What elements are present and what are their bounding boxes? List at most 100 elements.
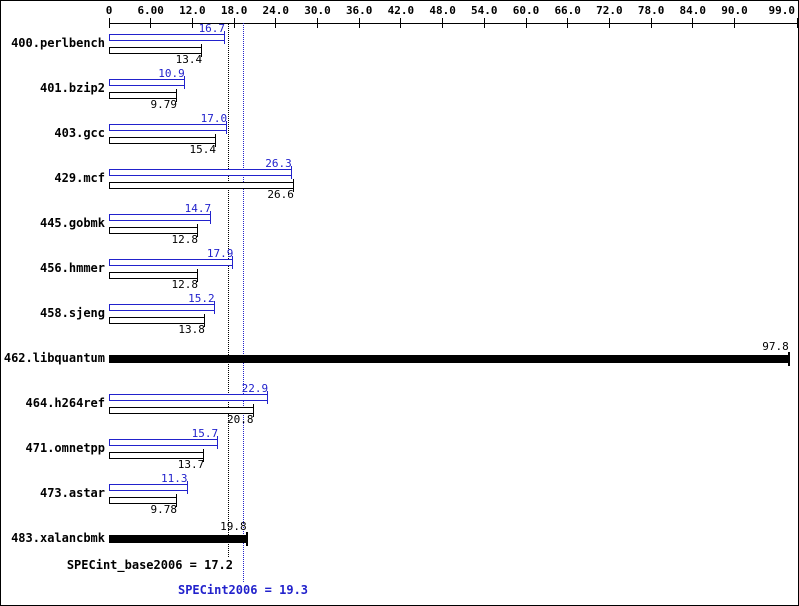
x-axis-tick-label: 6.00 (137, 4, 164, 17)
x-axis-tick-label: 18.0 (220, 4, 248, 17)
x-axis-tick-label: 84.0 (679, 4, 707, 17)
x-axis-tick (317, 18, 318, 28)
x-axis-line (109, 23, 798, 24)
base-value-label: 9.78 (150, 503, 177, 516)
peak-value-label: 14.7 (184, 202, 212, 215)
peak-value-label: 26.3 (265, 157, 292, 170)
reference-line (242, 23, 244, 582)
peak-bar-end-tick (224, 31, 226, 44)
peak-bar (109, 124, 228, 131)
peak-bar-end-tick (290, 166, 292, 179)
peak-value-label: 17.0 (200, 112, 228, 125)
peak-value-label: 17.9 (206, 247, 234, 260)
peak-bar-end-tick (267, 391, 269, 404)
benchmark-label: 400.perlbench (11, 36, 105, 50)
x-axis-tick-label: 78.0 (637, 4, 665, 17)
x-axis-tick (483, 18, 485, 28)
x-axis-tick-label: 66.0 (554, 4, 581, 17)
base-bar-end-tick (203, 449, 205, 462)
x-axis-tick (650, 18, 652, 28)
benchmark-label: 464.h264ref (25, 396, 105, 410)
peak-value-label: 15.7 (191, 427, 219, 440)
benchmark-label: 462.libquantum (3, 351, 105, 365)
peak-bar (109, 34, 226, 41)
reference-line (228, 23, 230, 557)
x-axis-tick (400, 18, 402, 28)
x-axis-tick-label: 36.0 (345, 4, 373, 17)
base-bar-end-tick (175, 494, 177, 507)
benchmark-label: 445.gobmk (39, 216, 105, 230)
x-axis-tick-label: 30.0 (304, 4, 331, 17)
base-bar-end-tick (176, 89, 178, 102)
x-axis-tick (608, 18, 610, 28)
base-value-label: 12.8 (171, 278, 198, 291)
peak-value-label: 15.2 (188, 292, 215, 305)
peak-bar-end-tick (226, 121, 228, 134)
x-axis-tick-label: 0 (105, 4, 113, 17)
peak-value-label: 11.3 (161, 472, 188, 485)
peak-summary-label: SPECint2006 = 19.3 (177, 583, 309, 597)
benchmark-label: 429.mcf (54, 171, 105, 185)
peak-bar-end-tick (213, 301, 215, 314)
peak-bar-end-tick (232, 256, 234, 269)
base-value-label: 9.79 (150, 98, 178, 111)
result-bar-single (109, 535, 247, 543)
peak-bar (109, 304, 215, 311)
x-axis-tick (525, 18, 527, 28)
x-axis-tick (150, 18, 152, 28)
base-bar-end-tick (201, 44, 203, 57)
x-axis-tick-label: 24.0 (262, 4, 290, 17)
base-value-label: 15.4 (189, 143, 217, 156)
peak-bar (109, 214, 212, 221)
x-axis-tick (358, 18, 360, 28)
benchmark-label: 473.astar (39, 486, 105, 500)
x-axis-tick-label: 48.0 (429, 4, 456, 17)
result-value-label: 19.8 (220, 520, 247, 533)
x-axis-tick-label: 60.0 (512, 4, 540, 17)
x-axis-tick (191, 18, 193, 28)
peak-bar-end-tick (183, 76, 185, 89)
benchmark-label: 401.bzip2 (39, 81, 105, 95)
x-axis-tick (275, 18, 277, 28)
base-bar-end-tick (292, 179, 294, 192)
x-axis-tick (233, 18, 235, 28)
x-axis-tick-label: 90.0 (721, 4, 748, 17)
benchmark-label: 471.omnetpp (25, 441, 105, 455)
base-value-label: 26.6 (267, 188, 294, 201)
peak-bar-end-tick (217, 436, 219, 449)
x-axis-tick (796, 18, 798, 28)
benchmark-label: 483.xalancbmk (11, 531, 105, 545)
x-axis-tick (108, 18, 110, 28)
base-value-label: 13.8 (178, 323, 205, 336)
x-axis-tick-label: 54.0 (471, 4, 498, 17)
peak-bar-end-tick (210, 211, 212, 224)
benchmark-label: 403.gcc (54, 126, 105, 140)
peak-value-label: 16.7 (198, 22, 226, 35)
bar-end-tick (787, 352, 790, 366)
peak-bar (109, 394, 269, 401)
base-summary-label: SPECint_base2006 = 17.2 (66, 558, 233, 572)
base-bar-end-tick (215, 134, 217, 147)
result-bar-single (109, 355, 789, 363)
benchmark-label: 458.sjeng (39, 306, 105, 320)
base-bar (109, 182, 294, 189)
x-axis-tick-label: 72.0 (596, 4, 623, 17)
bar-end-tick (245, 532, 248, 546)
result-value-label: 97.8 (762, 340, 789, 353)
peak-bar-end-tick (186, 481, 188, 494)
peak-value-label: 10.9 (158, 67, 185, 80)
benchmark-label: 456.hmmer (39, 261, 105, 275)
x-axis-tick-label: 99.0 (768, 4, 796, 17)
x-axis-tick (692, 18, 694, 28)
peak-bar (109, 79, 185, 86)
base-value-label: 13.7 (177, 458, 205, 471)
base-bar-end-tick (203, 314, 205, 327)
x-axis-tick (734, 18, 735, 28)
base-bar-end-tick (196, 269, 198, 282)
peak-value-label: 22.9 (241, 382, 269, 395)
peak-bar (109, 484, 188, 491)
base-bar-end-tick (196, 224, 198, 237)
peak-bar (109, 259, 234, 266)
x-axis-tick (442, 18, 444, 28)
